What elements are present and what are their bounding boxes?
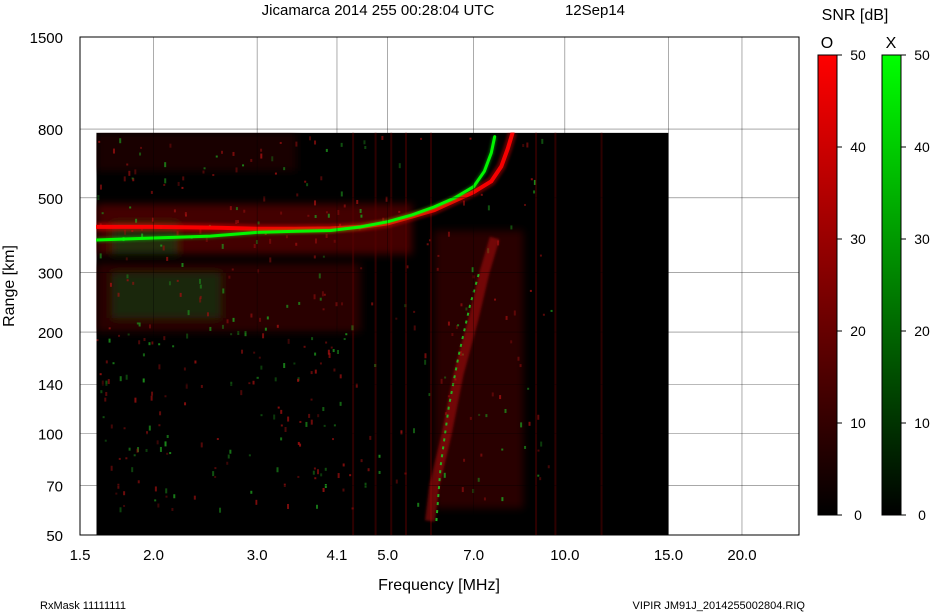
y-tick-label: 70 bbox=[46, 479, 63, 496]
grid-lines bbox=[80, 37, 799, 535]
y-tick-label: 140 bbox=[38, 377, 63, 394]
x-tick-label: 15.0 bbox=[654, 547, 683, 564]
x-axis-label: Frequency [MHz] bbox=[378, 577, 500, 594]
rxmask-label: RxMask 11111111 bbox=[40, 600, 126, 612]
x-tick-label: 2.0 bbox=[143, 547, 164, 564]
x-tick-label: 5.0 bbox=[377, 547, 398, 564]
colorbar-tick-label: 10 bbox=[850, 415, 866, 431]
file-label: VIPIR JM91J_2014255002804.RIQ bbox=[633, 600, 806, 612]
y-tick-label: 1500 bbox=[30, 30, 63, 47]
x-tick-label: 10.0 bbox=[550, 547, 579, 564]
y-tick-labels: 1500 800 500 300 200 140 100 70 50 bbox=[30, 30, 63, 545]
y-axis-label: Range [km] bbox=[1, 245, 18, 327]
snr-colorbars: O 50 40 30 20 10 0 X 50 40 30 20 10 0 bbox=[817, 35, 930, 523]
colorbar-tick-label: 0 bbox=[918, 507, 926, 523]
x-tick-label: 7.0 bbox=[463, 547, 484, 564]
x-tick-label: 3.0 bbox=[247, 547, 268, 564]
y-tick-label: 100 bbox=[38, 427, 63, 444]
y-tick-label: 300 bbox=[38, 266, 63, 283]
y-tick-label: 50 bbox=[46, 528, 63, 545]
colorbar-tick-label: 30 bbox=[914, 231, 930, 247]
chart-date: 12Sep14 bbox=[565, 2, 625, 19]
chart-title: Jicamarca 2014 255 00:28:04 UTC bbox=[262, 2, 495, 19]
colorbar-tick-label: 0 bbox=[854, 507, 862, 523]
colorbar-tick-label: 30 bbox=[850, 231, 866, 247]
colorbar-mode-label: O bbox=[821, 35, 833, 52]
colorbar-tick-label: 50 bbox=[850, 47, 866, 63]
x-tick-label: 20.0 bbox=[727, 547, 756, 564]
colorbar-tick-label: 40 bbox=[850, 139, 866, 155]
x-tick-label: 1.5 bbox=[70, 547, 91, 564]
y-tick-label: 800 bbox=[38, 122, 63, 139]
x-tick-labels: 1.5 2.0 3.0 4.1 5.0 7.0 10.0 15.0 20.0 bbox=[70, 547, 757, 564]
colorbar-tick-label: 40 bbox=[914, 139, 930, 155]
colorbar-x bbox=[881, 54, 902, 516]
y-tick-label: 200 bbox=[38, 325, 63, 342]
ionogram-data-region bbox=[96, 132, 669, 535]
colorbar-tick-label: 50 bbox=[914, 47, 930, 63]
colorbar-tick-label: 20 bbox=[914, 323, 930, 339]
x-tick-label: 4.1 bbox=[327, 547, 348, 564]
y-tick-label: 500 bbox=[38, 191, 63, 208]
colorbar-o bbox=[817, 54, 838, 516]
colorbar-mode-label: X bbox=[886, 35, 897, 52]
snr-label: SNR [dB] bbox=[822, 7, 889, 24]
colorbar-tick-label: 10 bbox=[914, 415, 930, 431]
colorbar-tick-label: 20 bbox=[850, 323, 866, 339]
